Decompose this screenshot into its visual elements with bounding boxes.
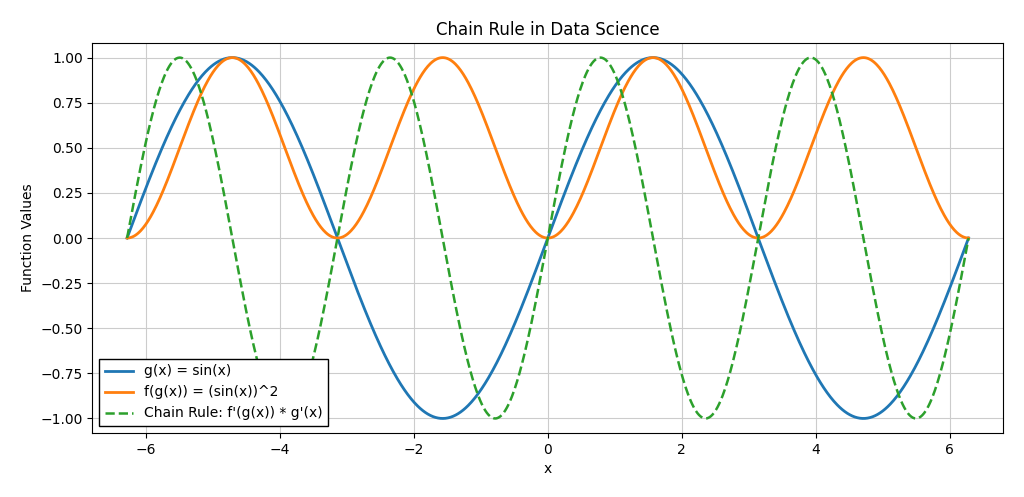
g(x) = sin(x) [857, 415, 869, 421]
g(x) = sin(x) [207, 62, 219, 68]
g(x) = sin(x) [778, 303, 791, 309]
Chain Rule: f'(g(x)) * g'(x): (-1.2, -0.674): f'(g(x)) * g'(x): (-1.2, -0.674) [461, 356, 473, 362]
g(x) = sin(x) [794, 339, 806, 345]
f(g(x)) = (sin(x))^2 [963, 235, 975, 241]
f(g(x)) = (sin(x))^2 [462, 80, 474, 85]
Line: f(g(x)) = (sin(x))^2: f(g(x)) = (sin(x))^2 [127, 58, 969, 238]
Chain Rule: f'(g(x)) * g'(x): (-0.786, -1): f'(g(x)) * g'(x): (-0.786, -1) [489, 415, 502, 421]
Line: Chain Rule: f'(g(x)) * g'(x): Chain Rule: f'(g(x)) * g'(x) [127, 58, 969, 418]
g(x) = sin(x) [462, 403, 474, 409]
g(x) = sin(x) [493, 356, 505, 362]
Chain Rule: f'(g(x)) * g'(x): (-6.28, 4.9e-16): f'(g(x)) * g'(x): (-6.28, 4.9e-16) [121, 235, 133, 241]
Y-axis label: Function Values: Function Values [20, 184, 35, 292]
g(x) = sin(x) [963, 235, 975, 241]
f(g(x)) = (sin(x))^2 [778, 209, 791, 215]
Chain Rule: f'(g(x)) * g'(x): (2.37, -1): f'(g(x)) * g'(x): (2.37, -1) [700, 415, 713, 421]
Chain Rule: f'(g(x)) * g'(x): (3.77, 0.949): f'(g(x)) * g'(x): (3.77, 0.949) [794, 64, 806, 70]
g(x) = sin(x) [226, 55, 239, 61]
Chain Rule: f'(g(x)) * g'(x): (0.786, 1): f'(g(x)) * g'(x): (0.786, 1) [594, 55, 606, 61]
f(g(x)) = (sin(x))^2 [121, 235, 133, 241]
g(x) = sin(x) [121, 235, 133, 241]
g(x) = sin(x) [699, 108, 712, 114]
Chain Rule: f'(g(x)) * g'(x): (6.28, -4.9e-16): f'(g(x)) * g'(x): (6.28, -4.9e-16) [963, 235, 975, 241]
f(g(x)) = (sin(x))^2 [226, 55, 239, 61]
f(g(x)) = (sin(x))^2 [207, 69, 219, 75]
Title: Chain Rule in Data Science: Chain Rule in Data Science [436, 21, 659, 39]
Chain Rule: f'(g(x)) * g'(x): (-0.736, -0.995): f'(g(x)) * g'(x): (-0.736, -0.995) [493, 414, 505, 420]
Legend: g(x) = sin(x), f(g(x)) = (sin(x))^2, Chain Rule: f'(g(x)) * g'(x): g(x) = sin(x), f(g(x)) = (sin(x))^2, Cha… [99, 359, 328, 426]
f(g(x)) = (sin(x))^2 [493, 154, 505, 160]
Line: g(x) = sin(x): g(x) = sin(x) [127, 58, 969, 418]
f(g(x)) = (sin(x))^2 [699, 145, 712, 151]
Chain Rule: f'(g(x)) * g'(x): (-5, 0.544): f'(g(x)) * g'(x): (-5, 0.544) [207, 137, 219, 143]
X-axis label: x: x [544, 462, 552, 476]
f(g(x)) = (sin(x))^2 [794, 175, 806, 181]
Chain Rule: f'(g(x)) * g'(x): (3.54, 0.716): f'(g(x)) * g'(x): (3.54, 0.716) [779, 106, 792, 112]
